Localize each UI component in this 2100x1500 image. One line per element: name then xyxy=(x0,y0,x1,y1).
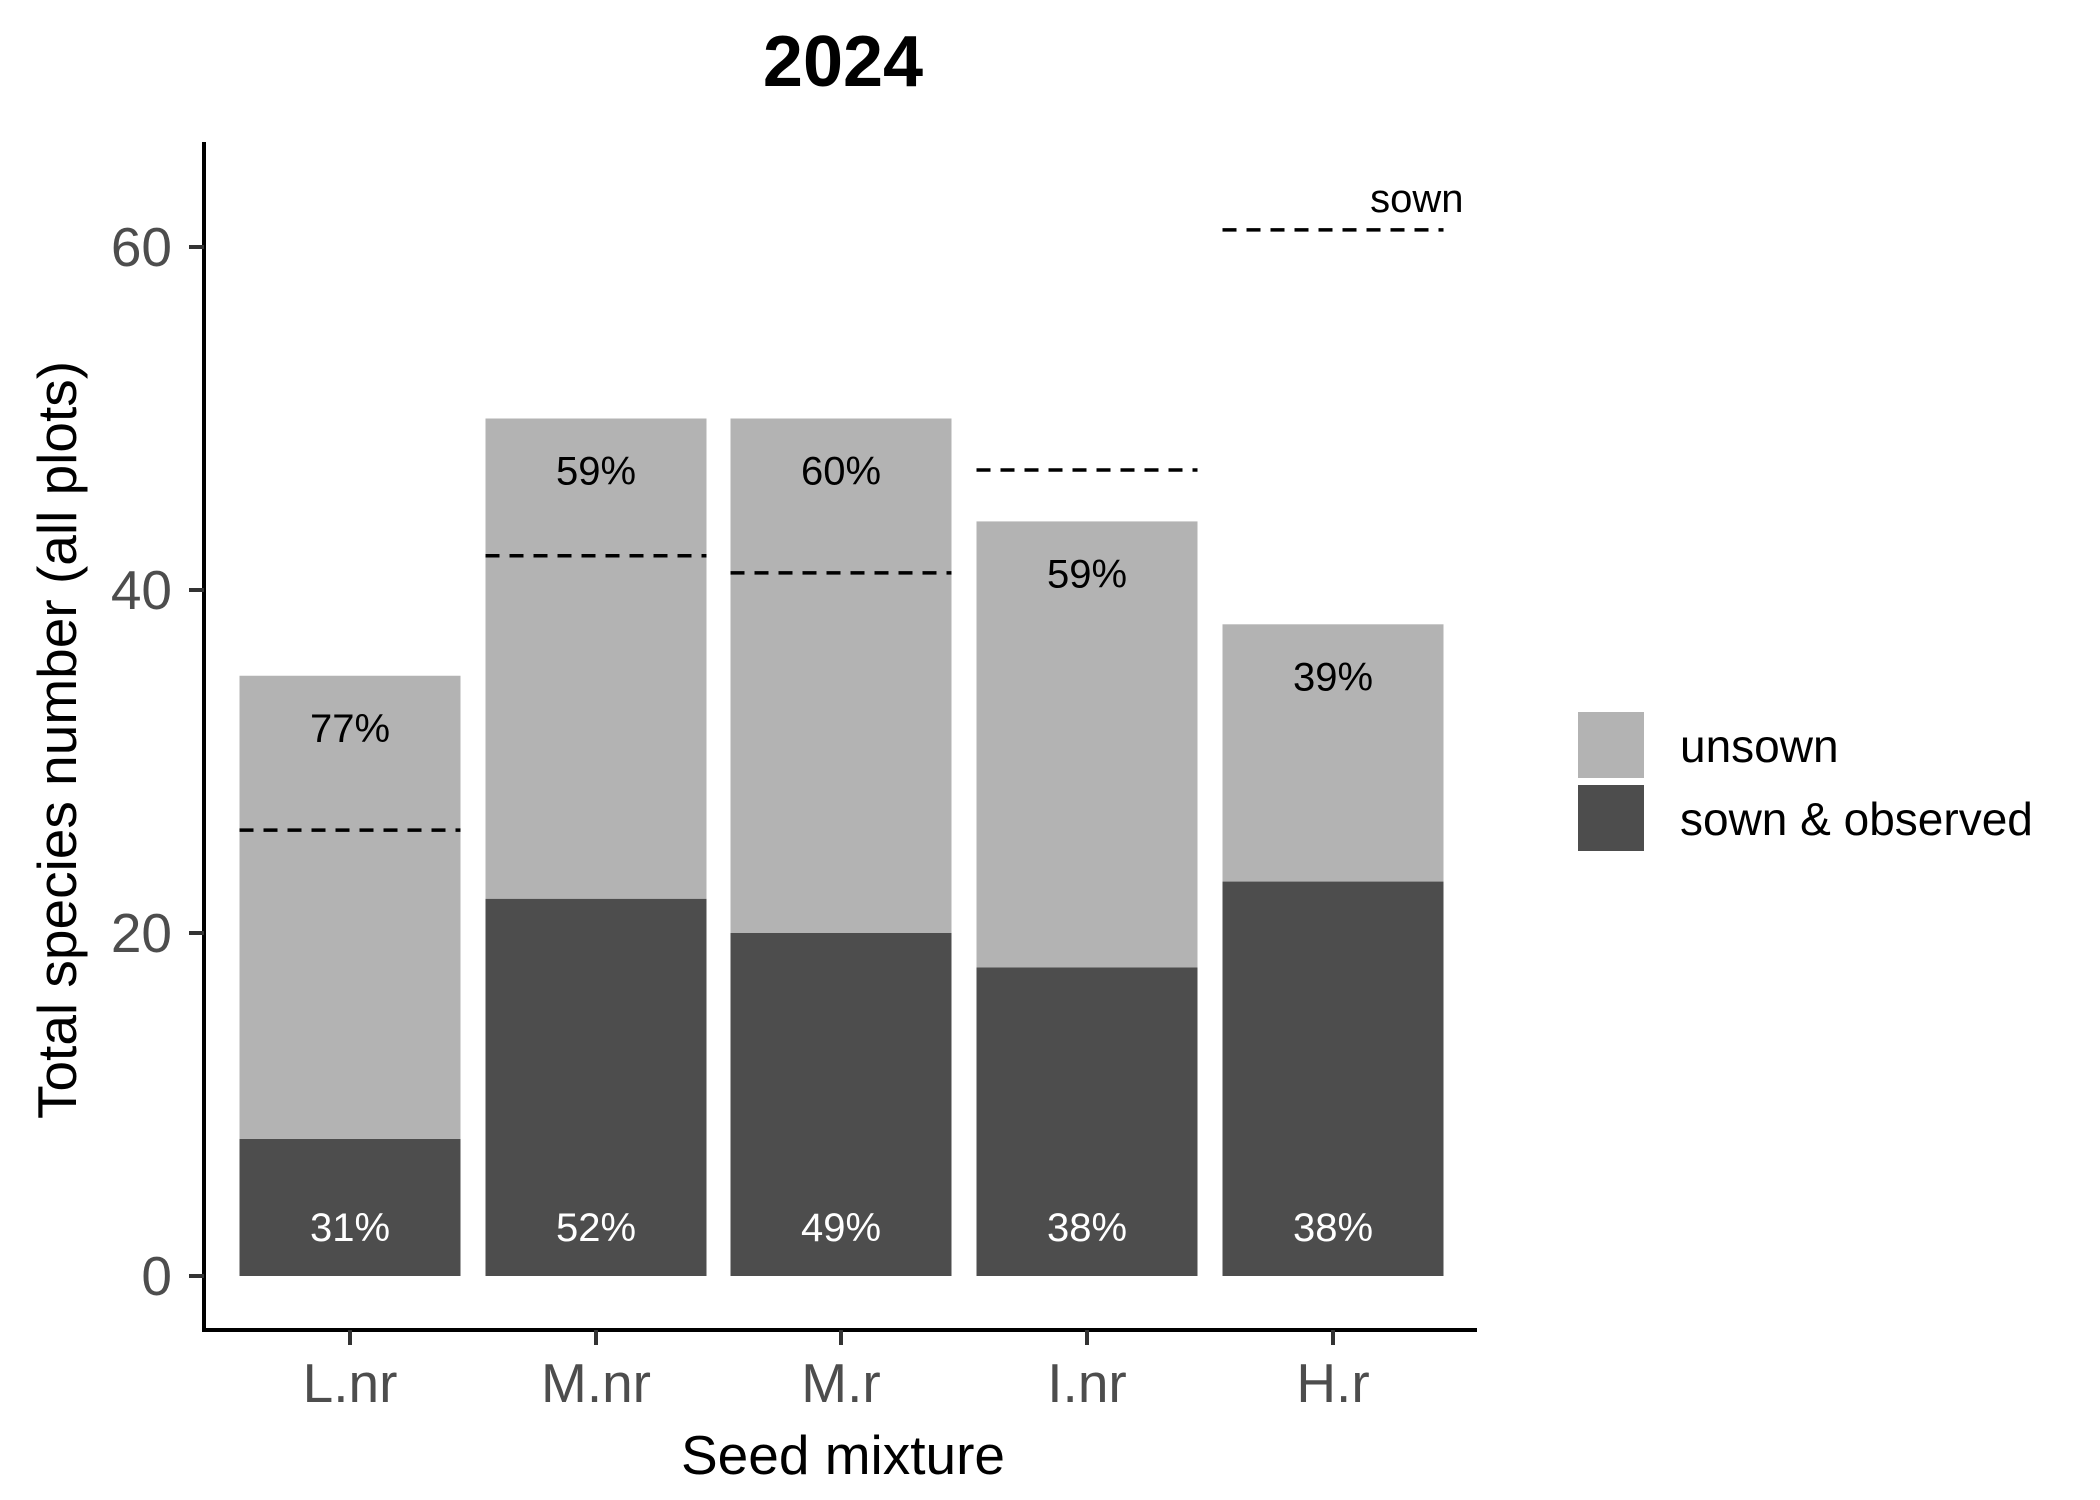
x-axis-title: Seed mixture xyxy=(681,1424,1005,1486)
label-unsown-L.nr: 77% xyxy=(310,707,390,751)
legend-key-sown-observed xyxy=(1578,785,1644,851)
x-tick-label-H.r: H.r xyxy=(1296,1352,1369,1414)
x-tick-label-I.nr: I.nr xyxy=(1047,1352,1126,1414)
x-tick-label-L.nr: L.nr xyxy=(303,1352,398,1414)
legend-label-unsown: unsown xyxy=(1680,720,1839,772)
bar-sown-observed-I.nr xyxy=(976,967,1198,1276)
y-axis-title: Total species number (all plots) xyxy=(26,361,88,1119)
bar-sown-observed-L.nr xyxy=(239,1138,461,1276)
bar-unsown-L.nr xyxy=(239,675,461,1139)
label-sown-observed-M.r: 49% xyxy=(801,1206,881,1250)
bar-unsown-M.r xyxy=(730,418,952,933)
y-tick-label-60: 60 xyxy=(111,216,172,278)
sown-reference-layer: sown xyxy=(239,177,1464,832)
label-unsown-M.r: 60% xyxy=(801,450,881,494)
sown-reference-label: sown xyxy=(1370,177,1463,221)
bar-sown-observed-M.r xyxy=(730,933,952,1276)
bar-unsown-I.nr xyxy=(976,521,1198,968)
bar-sown-observed-H.r xyxy=(1222,881,1444,1276)
y-tick-label-40: 40 xyxy=(111,559,172,621)
bar-unsown-H.r xyxy=(1222,624,1444,882)
label-sown-observed-H.r: 38% xyxy=(1293,1206,1373,1250)
label-unsown-M.nr: 59% xyxy=(556,450,636,494)
legend: unsown sown & observed xyxy=(1578,712,2033,851)
y-ticks: 0 20 40 60 xyxy=(111,216,204,1307)
legend-key-unsown xyxy=(1578,712,1644,778)
label-unsown-I.nr: 59% xyxy=(1047,552,1127,596)
y-tick-label-0: 0 xyxy=(141,1245,172,1307)
label-sown-observed-I.nr: 38% xyxy=(1047,1206,1127,1250)
y-tick-label-20: 20 xyxy=(111,902,172,964)
x-ticks: L.nr M.nr M.r I.nr H.r xyxy=(303,1330,1370,1414)
x-tick-label-M.nr: M.nr xyxy=(541,1352,651,1414)
x-tick-label-M.r: M.r xyxy=(801,1352,880,1414)
legend-label-sown-observed: sown & observed xyxy=(1680,793,2033,845)
bar-labels-layer: 31% 77% 52% 59% 49% 60% 38% 59% 38% 39% xyxy=(310,450,1373,1251)
chart-title: 2024 xyxy=(763,22,923,102)
bars-layer xyxy=(239,418,1444,1276)
label-sown-observed-M.nr: 52% xyxy=(556,1206,636,1250)
bar-sown-observed-M.nr xyxy=(485,898,707,1276)
bar-unsown-M.nr xyxy=(485,418,707,899)
label-sown-observed-L.nr: 31% xyxy=(310,1206,390,1250)
label-unsown-H.r: 39% xyxy=(1293,655,1373,699)
